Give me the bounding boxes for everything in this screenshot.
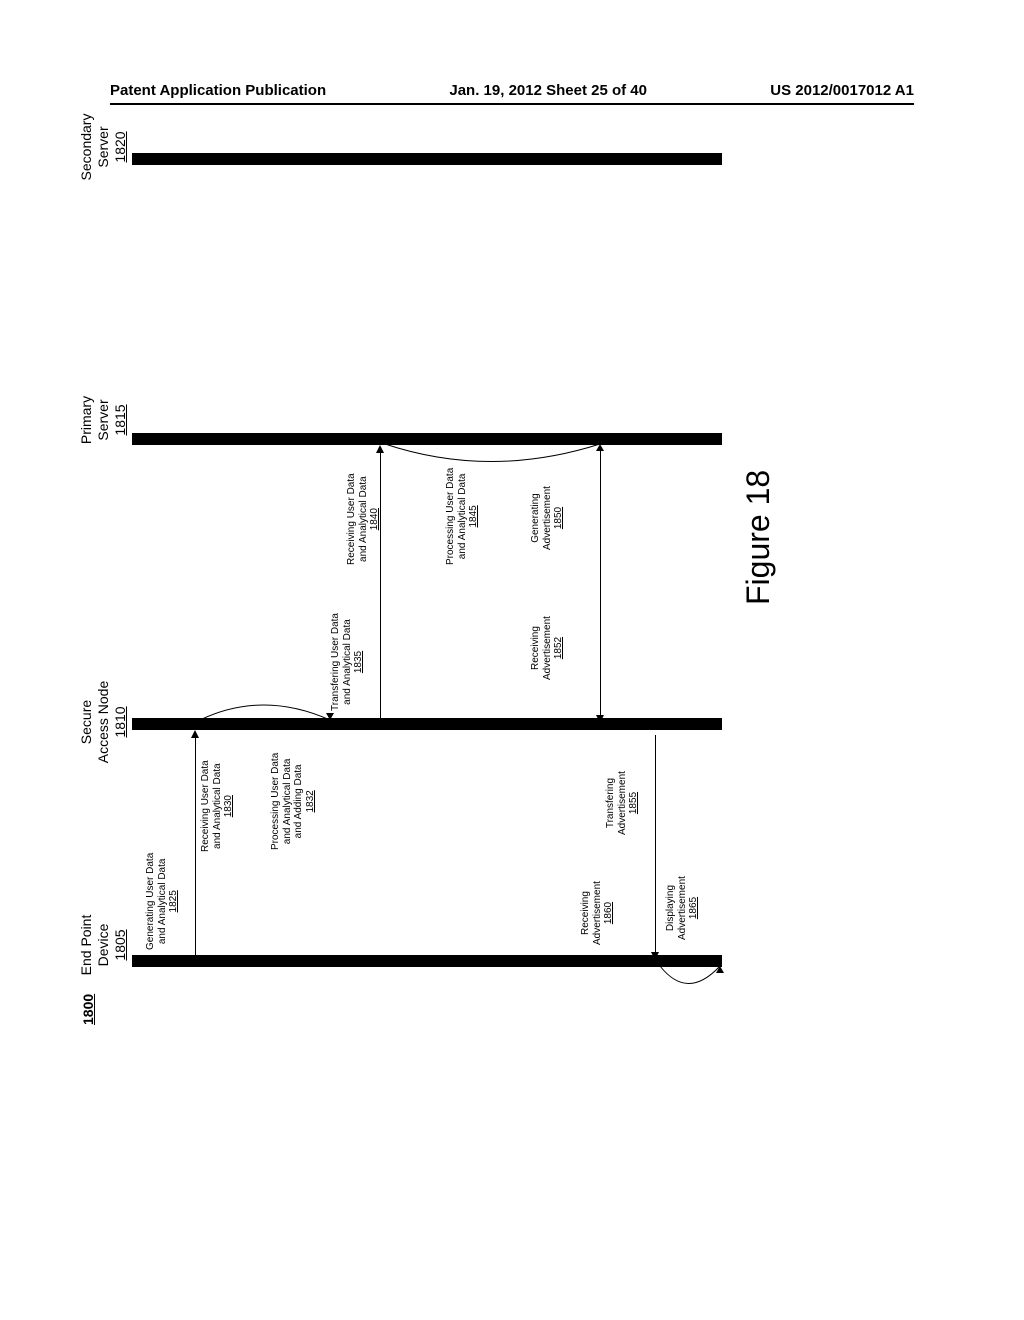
header-right: US 2012/0017012 A1 xyxy=(770,82,914,99)
message-label: Receiving User Dataand Analytical Data18… xyxy=(200,760,235,852)
curve-connector xyxy=(380,414,610,469)
curve-connector xyxy=(655,936,730,991)
arrow-head-icon xyxy=(596,715,604,723)
arrow-line xyxy=(380,450,381,718)
figure-title: Figure 18 xyxy=(740,470,777,605)
lifeline-bar xyxy=(132,153,722,165)
figure-number: 1800 xyxy=(80,994,96,1025)
message-label: Generating User Dataand Analytical Data1… xyxy=(145,853,180,950)
curve-connector xyxy=(195,675,340,725)
message-label: TransferingAdvertisement1855 xyxy=(605,771,640,835)
lifeline-label: SecureAccess Node1810 xyxy=(78,672,128,772)
message-label: DisplayingAdvertisement1865 xyxy=(665,876,700,940)
lifeline-label: SecondaryServer1820 xyxy=(78,97,128,197)
message-label: ReceivingAdvertisement1860 xyxy=(580,881,615,945)
arrow-line xyxy=(195,735,196,955)
sequence-diagram: 1800 End PointDevice1805 SecureAccess Nod… xyxy=(40,85,760,1025)
arrow-line xyxy=(600,450,601,718)
lifeline-label: End PointDevice1805 xyxy=(78,895,128,995)
message-label: Processing User Dataand Analytical Data1… xyxy=(445,468,480,565)
lifeline-label: PrimaryServer1815 xyxy=(78,370,128,470)
message-label: Receiving User Dataand Analytical Data18… xyxy=(346,473,381,565)
arrow-head-icon xyxy=(191,730,199,738)
diagram-container: 1800 End PointDevice1805SecureAccess Nod… xyxy=(70,215,950,995)
message-label: Processing User Dataand Analytical Dataa… xyxy=(270,753,316,850)
message-label: GeneratingAdvertisement1850 xyxy=(530,486,565,550)
lifeline-bar xyxy=(132,955,722,967)
arrow-line xyxy=(655,735,656,955)
message-label: ReceivingAdvertisement1852 xyxy=(530,616,565,680)
